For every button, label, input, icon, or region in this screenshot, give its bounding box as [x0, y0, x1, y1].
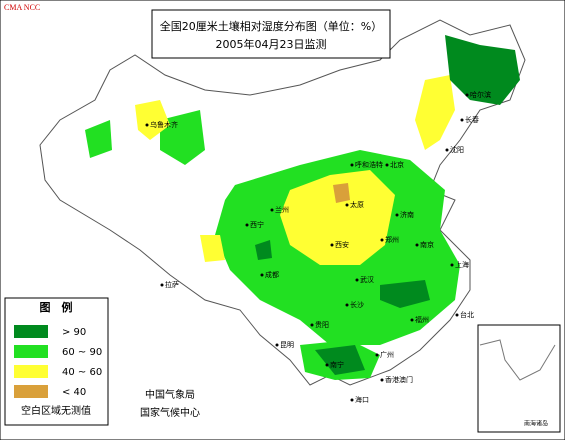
city-label: 台北 [460, 310, 474, 319]
city-label: 海口 [355, 395, 369, 404]
city-label: 乌鲁木齐 [150, 120, 178, 129]
city-label: 成都 [265, 270, 279, 279]
legend-label: 60 ~ 90 [62, 347, 102, 358]
city-label: 长沙 [350, 300, 364, 309]
city-dot [350, 398, 354, 402]
agency: 中国气象局 [145, 388, 195, 401]
zone [135, 100, 170, 140]
zone [200, 235, 225, 262]
city-label: 香港澳门 [385, 375, 413, 384]
city-dot [160, 283, 164, 287]
city-dot [330, 243, 334, 247]
legend-swatch [14, 385, 48, 398]
city-label: 昆明 [280, 341, 294, 349]
city-dot [375, 353, 379, 357]
inset-label: 南海诸岛 [524, 420, 548, 428]
city-dot [345, 303, 349, 307]
legend-label: > 90 [62, 327, 86, 338]
city-label: 太原 [350, 200, 364, 209]
city-dot [460, 118, 464, 122]
city-dot [395, 213, 399, 217]
legend-title: 图 例 [40, 300, 73, 314]
city-label: 兰州 [275, 205, 289, 214]
zone [85, 120, 112, 158]
city-dot [245, 223, 249, 227]
city-label: 福州 [415, 315, 429, 324]
legend-swatch [14, 345, 48, 358]
legend-swatch [14, 365, 48, 378]
zone [380, 280, 430, 308]
city-dot [415, 243, 419, 247]
city-label: 南宁 [330, 360, 344, 369]
zone [445, 35, 520, 105]
city-dot [270, 208, 274, 212]
city-label: 广州 [380, 350, 394, 359]
city-label: 拉萨 [165, 280, 179, 289]
zone [160, 110, 205, 165]
city-label: 哈尔滨 [470, 90, 491, 99]
city-label: 贵阳 [315, 320, 329, 329]
city-dot [445, 148, 449, 152]
city-dot [410, 318, 414, 322]
city-dot [455, 313, 459, 317]
city-dot [380, 238, 384, 242]
city-dot [145, 123, 149, 127]
city-label: 长春 [465, 115, 479, 124]
zone [280, 170, 395, 265]
zone [333, 183, 350, 203]
center: 国家气候中心 [140, 406, 200, 419]
moisture-zones [85, 35, 520, 380]
city-label: 上海 [455, 260, 469, 269]
city-dot [450, 263, 454, 267]
legend-note: 空白区域无测值 [21, 404, 91, 417]
city-dot [275, 343, 279, 347]
inset-coast [479, 339, 556, 381]
legend-label: 40 ~ 60 [62, 367, 102, 378]
city-label: 呼和浩特 [355, 160, 383, 169]
city-dot [465, 93, 469, 97]
city-label: 南京 [420, 240, 434, 249]
city-dot [355, 278, 359, 282]
legend-items: > 90 60 ~ 90 40 ~ 60 < 40 [14, 325, 102, 398]
legend-box [4, 297, 109, 426]
city-label: 武汉 [360, 275, 374, 284]
title-box [151, 9, 391, 59]
city-dot [380, 378, 384, 382]
city-label: 济南 [400, 210, 414, 219]
city-label: 北京 [390, 160, 404, 169]
city-dot [325, 363, 329, 367]
city-label: 西安 [335, 240, 349, 249]
city-label: 沈阳 [450, 145, 464, 154]
city-dot [310, 323, 314, 327]
city-dot [345, 203, 349, 207]
city-dot [385, 163, 389, 167]
city-dot [350, 163, 354, 167]
legend-label: < 40 [62, 387, 86, 398]
city-label: 西宁 [250, 220, 264, 229]
city-dot [260, 273, 264, 277]
zone [255, 240, 272, 260]
date: 2005年04月23日监测 [216, 37, 327, 51]
zone [415, 75, 455, 150]
org-mark: CMA NCC [4, 3, 40, 12]
zone [315, 345, 365, 375]
city-label: 郑州 [385, 236, 399, 244]
legend-swatch [14, 325, 48, 338]
title: 全国20厘米土壤相对湿度分布图（单位：%） [160, 19, 382, 33]
